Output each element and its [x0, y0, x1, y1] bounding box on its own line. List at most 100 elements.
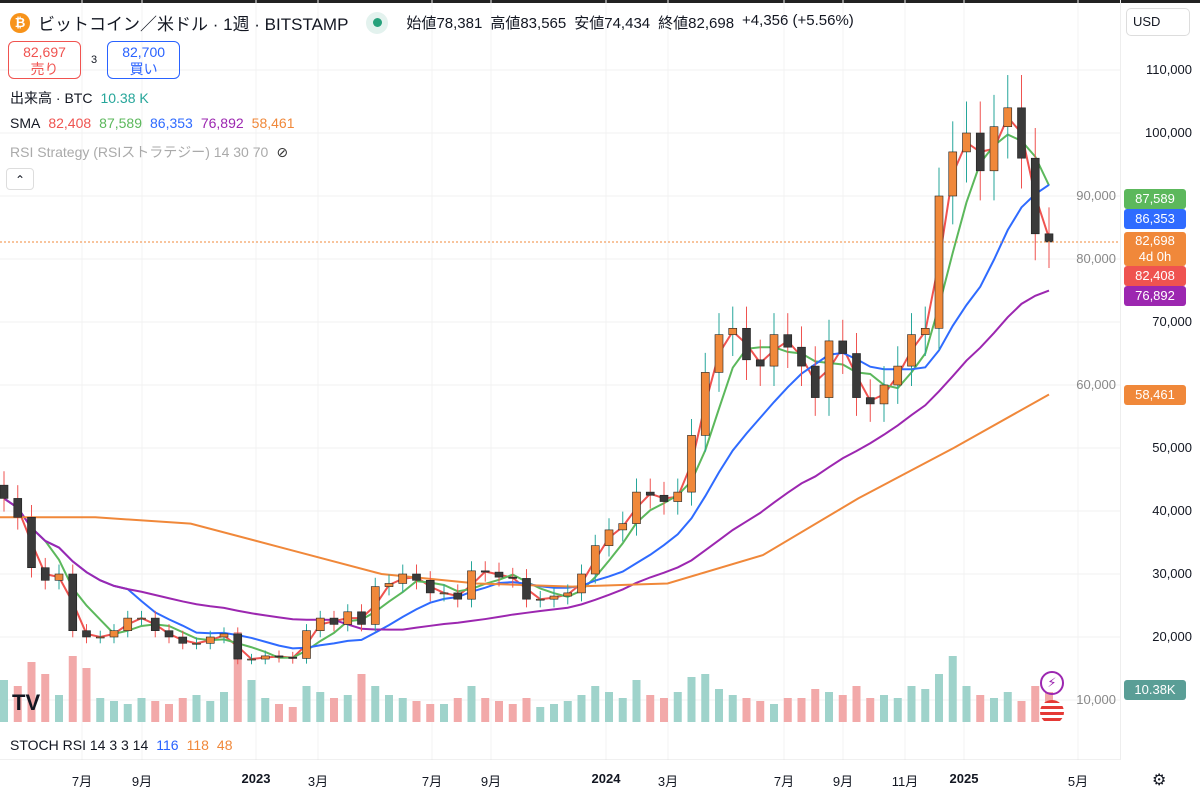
volume-bar: [426, 704, 435, 722]
volume-bar: [233, 632, 242, 722]
candle: [68, 573, 78, 632]
price-axis[interactable]: 110,000 100,000 90,000 80,000 70,000 60,000 50…: [1076, 0, 1200, 760]
candle: [645, 491, 655, 496]
volume-bar: [935, 674, 943, 722]
candle: [398, 573, 408, 584]
volume-bar: [976, 695, 985, 722]
candle: [838, 340, 848, 354]
price-chart[interactable]: [0, 0, 1120, 760]
volume-bar: [536, 707, 545, 722]
candle: [549, 595, 559, 600]
price-tick-label: 20,000: [1152, 629, 1192, 644]
candle: [453, 592, 463, 600]
volume-bar: [907, 686, 916, 722]
volume-bar: [0, 680, 8, 722]
candle: [783, 334, 793, 348]
volume-bar: [288, 707, 297, 722]
candle: [618, 523, 628, 531]
candle: [412, 573, 421, 581]
volume-bar: [412, 701, 421, 722]
volume-bar: [178, 698, 187, 722]
volume-bar: [192, 695, 201, 722]
candle: [123, 617, 133, 631]
candle: [989, 126, 999, 172]
volume-bar: [55, 695, 63, 722]
volume-legend[interactable]: 出来高 · BTC 10.38 K: [10, 90, 149, 106]
volume-bar: [13, 686, 22, 722]
market-status-icon: [366, 11, 389, 34]
candle: [590, 545, 600, 575]
volume-bar: [1003, 692, 1012, 722]
candle: [1030, 157, 1040, 235]
volume-bar: [371, 686, 380, 722]
hidden-eye-icon[interactable]: ⊘: [276, 143, 289, 160]
collapse-legend-button[interactable]: ⌃: [6, 168, 34, 190]
volume-bar: [247, 680, 256, 722]
sell-button[interactable]: 82,697 売り: [8, 41, 81, 79]
sma1-price-tag: 82,408: [1124, 266, 1186, 286]
volume-bar: [701, 674, 710, 722]
volume-bar: [385, 695, 393, 722]
volume-bar: [357, 674, 366, 722]
settings-gear-icon[interactable]: ⚙: [1152, 772, 1167, 789]
volume-bar: [921, 689, 930, 722]
volume-bar: [797, 698, 806, 722]
volume-bar: [990, 698, 998, 722]
stoch-rsi-legend[interactable]: STOCH RSI 14 3 3 14 116 118 48: [10, 737, 233, 753]
time-tick-label: 3月: [657, 774, 679, 789]
window-top-border: [0, 0, 1200, 3]
volume-bar: [206, 701, 215, 722]
volume-bar: [302, 686, 311, 722]
rsi-strategy-legend[interactable]: RSI Strategy (RSIストラテジー) 14 30 70 ⊘: [10, 143, 289, 161]
candle: [425, 579, 435, 594]
volume-bar: [756, 701, 765, 722]
sma-5-line: [0, 393, 1050, 588]
candle: [13, 498, 23, 518]
candle: [687, 435, 696, 493]
candle: [934, 195, 944, 329]
sma3-price-tag: 86,353: [1124, 209, 1186, 229]
symbol-title[interactable]: ビットコイン／米ドル · 1週 · BITSTAMP: [38, 15, 349, 34]
candle: [329, 617, 339, 625]
candle: [384, 583, 394, 587]
us-flag-event-icon[interactable]: [1040, 700, 1064, 724]
bitcoin-icon: ₿: [10, 12, 30, 33]
buy-button[interactable]: 82,700 買い: [107, 41, 181, 79]
last-price-tag: 82,698 4d 0h: [1124, 232, 1186, 266]
candle: [150, 617, 160, 631]
candle: [439, 592, 449, 595]
time-tick-label: 9月: [832, 774, 854, 789]
candle: [192, 642, 201, 645]
time-tick-label: 3月: [307, 774, 329, 789]
candle: [769, 334, 779, 367]
volume-bar: [550, 704, 558, 722]
candle: [40, 567, 50, 581]
sma-legend[interactable]: SMA 82,408 87,589 86,353 76,892 58,461: [10, 115, 295, 131]
price-tick-label: 40,000: [1152, 503, 1192, 518]
sma-4-line: [3, 289, 1050, 631]
candle: [714, 334, 724, 373]
candle: [1044, 233, 1054, 243]
candle: [865, 397, 875, 405]
candle: [82, 630, 91, 638]
lightning-event-icon[interactable]: ⚡: [1040, 671, 1064, 695]
volume-bar: [96, 698, 105, 722]
volume-bar: [838, 695, 847, 722]
currency-selector[interactable]: USD: [1126, 8, 1190, 36]
candle: [673, 491, 683, 502]
candle: [508, 576, 518, 579]
volume-bar: [316, 692, 325, 722]
tradingview-logo[interactable]: TV: [12, 690, 41, 715]
price-tick-label: 80,000: [1076, 251, 1116, 266]
candle: [824, 340, 834, 398]
volume-bar: [41, 674, 50, 722]
candle: [54, 573, 64, 581]
candle: [95, 636, 105, 639]
volume-bar: [852, 686, 861, 722]
candle: [178, 636, 188, 644]
volume-bar: [1031, 686, 1040, 722]
volume-tag: 10.38K: [1124, 680, 1186, 700]
candle: [109, 630, 119, 638]
candle: [604, 529, 614, 546]
volume-bar: [591, 686, 600, 722]
